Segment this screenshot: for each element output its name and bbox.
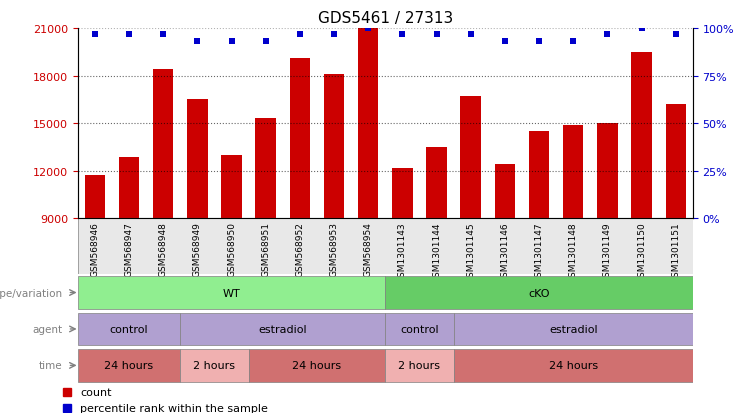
FancyBboxPatch shape <box>385 276 693 309</box>
Bar <box>597 124 618 361</box>
Text: GSM568954: GSM568954 <box>364 222 373 276</box>
Bar <box>222 156 242 361</box>
Text: WT: WT <box>223 288 240 298</box>
Text: GSM568946: GSM568946 <box>90 222 99 276</box>
Text: 24 hours: 24 hours <box>293 361 342 370</box>
Bar <box>563 126 583 361</box>
FancyBboxPatch shape <box>385 349 453 382</box>
Bar <box>84 176 105 361</box>
Text: GSM568948: GSM568948 <box>159 222 167 276</box>
Bar <box>290 59 310 361</box>
Text: percentile rank within the sample: percentile rank within the sample <box>80 404 268 413</box>
FancyBboxPatch shape <box>385 313 453 346</box>
Text: estradiol: estradiol <box>549 324 597 334</box>
Text: time: time <box>39 361 62 370</box>
FancyBboxPatch shape <box>78 349 180 382</box>
Bar <box>631 53 652 361</box>
Text: GSM568952: GSM568952 <box>296 222 305 276</box>
FancyBboxPatch shape <box>453 313 693 346</box>
Bar <box>256 119 276 361</box>
Text: GSM1301144: GSM1301144 <box>432 222 441 282</box>
FancyBboxPatch shape <box>78 313 180 346</box>
Text: GSM1301146: GSM1301146 <box>500 222 509 282</box>
Text: control: control <box>110 324 148 334</box>
Text: GSM1301143: GSM1301143 <box>398 222 407 282</box>
Text: GSM1301150: GSM1301150 <box>637 222 646 282</box>
Title: GDS5461 / 27313: GDS5461 / 27313 <box>318 12 453 26</box>
FancyBboxPatch shape <box>180 313 385 346</box>
Text: GSM1301149: GSM1301149 <box>603 222 612 282</box>
Text: GSM1301151: GSM1301151 <box>671 222 680 282</box>
Text: GSM568953: GSM568953 <box>330 222 339 277</box>
Text: GSM568949: GSM568949 <box>193 222 202 276</box>
FancyBboxPatch shape <box>453 349 693 382</box>
Text: GSM568951: GSM568951 <box>262 222 270 277</box>
Text: GSM568947: GSM568947 <box>124 222 133 276</box>
Text: 2 hours: 2 hours <box>193 361 236 370</box>
Text: 24 hours: 24 hours <box>548 361 598 370</box>
Text: genotype/variation: genotype/variation <box>0 288 62 298</box>
Bar <box>529 132 549 361</box>
Text: agent: agent <box>33 324 62 334</box>
FancyBboxPatch shape <box>78 276 385 309</box>
Text: GSM1301145: GSM1301145 <box>466 222 475 282</box>
Bar <box>426 148 447 361</box>
Text: count: count <box>80 387 112 397</box>
Bar <box>324 75 345 361</box>
Bar <box>495 165 515 361</box>
Text: GSM1301148: GSM1301148 <box>569 222 578 282</box>
Text: estradiol: estradiol <box>259 324 307 334</box>
Text: 2 hours: 2 hours <box>399 361 440 370</box>
Text: GSM568950: GSM568950 <box>227 222 236 277</box>
Bar <box>153 70 173 361</box>
Text: control: control <box>400 324 439 334</box>
Text: GSM1301147: GSM1301147 <box>534 222 544 282</box>
Bar <box>358 29 379 361</box>
Text: cKO: cKO <box>528 288 550 298</box>
Bar <box>392 168 413 361</box>
Text: 24 hours: 24 hours <box>104 361 153 370</box>
FancyBboxPatch shape <box>78 219 693 275</box>
Bar <box>119 157 139 361</box>
FancyBboxPatch shape <box>180 349 249 382</box>
Bar <box>665 105 686 361</box>
FancyBboxPatch shape <box>249 349 385 382</box>
Bar <box>460 97 481 361</box>
Bar <box>187 100 207 361</box>
